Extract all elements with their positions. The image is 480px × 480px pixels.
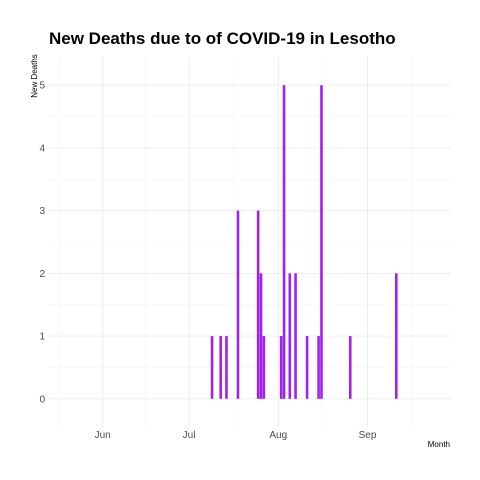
bar [395, 273, 398, 398]
y-tick-label: 0 [39, 394, 45, 405]
bar [349, 336, 352, 399]
bar [306, 336, 309, 399]
bar [280, 336, 283, 399]
bar [260, 273, 263, 398]
bar [257, 211, 260, 399]
y-tick-label: 1 [39, 332, 45, 343]
bar [320, 85, 323, 399]
bar [237, 211, 240, 399]
bar [283, 85, 286, 399]
x-axis-label: Month [428, 440, 450, 449]
x-tick-label: Aug [269, 430, 287, 441]
y-tick-label: 2 [39, 269, 45, 280]
y-tick-label: 4 [39, 143, 45, 154]
bar [294, 273, 297, 398]
x-tick-label: Sep [359, 430, 377, 441]
x-tick-label: Jun [95, 430, 111, 441]
tick-labels: 0 1 2 3 4 5 Jun Jul Aug Sep [39, 81, 376, 441]
bar [289, 273, 292, 398]
bar [225, 336, 228, 399]
chart-title: New Deaths due to of COVID-19 in Lesotho [49, 29, 396, 48]
bar [263, 336, 266, 399]
bar [317, 336, 320, 399]
y-tick-label: 3 [39, 206, 45, 217]
bar [211, 336, 214, 399]
x-tick-label: Jul [183, 430, 196, 441]
y-tick-label: 5 [39, 81, 45, 92]
bar [219, 336, 222, 399]
grid [48, 57, 451, 427]
y-axis-label: New Deaths [30, 54, 39, 98]
